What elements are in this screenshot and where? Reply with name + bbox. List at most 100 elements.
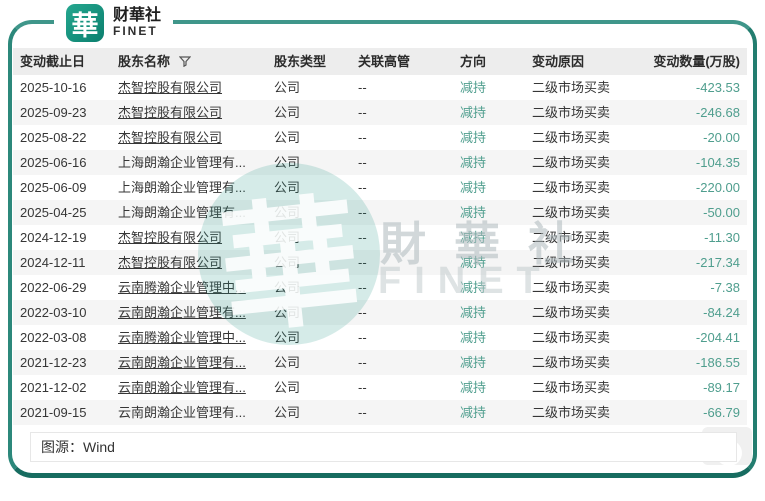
shareholder-name-link[interactable]: 杰智控股有限公司 [118, 105, 223, 120]
shareholder-name-link[interactable]: 云南朗瀚企业管理有... [118, 380, 246, 395]
cell-shareholder-name: 上海朗瀚企业管理有... [111, 200, 269, 225]
shareholder-name-link[interactable]: 杰智控股有限公司 [118, 255, 223, 270]
cell-change-quantity: -423.53 [695, 80, 740, 95]
cell-change-date: 2021-12-23 [20, 355, 87, 370]
shareholder-name-link[interactable]: 杰智控股有限公司 [118, 130, 223, 145]
cell-shareholder-name: 云南腾瀚企业管理中... [111, 275, 269, 300]
cell-shareholder-name: 上海朗瀚企业管理有... [111, 150, 269, 175]
cell-shareholder-name: 杰智控股有限公司 [111, 125, 269, 150]
cell-related-exec: -- [358, 405, 367, 420]
table-row: 2024-12-19 杰智控股有限公司 公司 -- 减持 二级市场买卖 -11.30 [13, 225, 747, 250]
cell-change-quantity: -20.00 [703, 130, 740, 145]
logo-glyph: 華 [71, 10, 99, 42]
header-shareholder-name: 股东名称 [111, 48, 269, 75]
cell-shareholder-name: 杰智控股有限公司 [111, 75, 269, 100]
cell-change-date: 2021-12-02 [20, 380, 87, 395]
cell-shareholder-name: 云南朗瀚企业管理有... [111, 350, 269, 375]
cell-change-reason: 二级市场买卖 [532, 305, 611, 320]
cell-shareholder-type: 公司 [274, 380, 301, 395]
cell-change-quantity: -50.00 [703, 205, 740, 220]
cell-direction: 减持 [460, 130, 487, 145]
cell-change-reason: 二级市场买卖 [532, 180, 611, 195]
shareholder-name-link: 上海朗瀚企业管理有... [118, 180, 246, 195]
cell-change-quantity: -89.17 [703, 380, 740, 395]
cell-direction: 减持 [460, 380, 487, 395]
brand-logo: 華 财華社 FINET [54, 0, 174, 46]
cell-shareholder-type: 公司 [274, 255, 301, 270]
cell-direction: 减持 [460, 230, 487, 245]
cell-direction: 减持 [460, 255, 487, 270]
cell-change-reason: 二级市场买卖 [532, 205, 611, 220]
cell-change-quantity: -7.38 [710, 280, 740, 295]
brand-name-cn: 财華社 [113, 6, 162, 24]
cell-direction: 减持 [460, 155, 487, 170]
table-body: 2025-10-16 杰智控股有限公司 公司 -- 减持 二级市场买卖 -423.53 202… [13, 75, 747, 425]
cell-shareholder-type: 公司 [274, 155, 301, 170]
table-row: 2021-09-15 云南朗瀚企业管理有... 公司 -- 减持 二级市场买卖 -66.79 [13, 400, 747, 425]
cell-related-exec: -- [358, 155, 367, 170]
header-change-date: 变动截止日 [20, 54, 86, 69]
cell-shareholder-name: 云南朗瀚企业管理有... [111, 300, 269, 325]
cell-change-quantity: -204.41 [695, 330, 740, 345]
cell-related-exec: -- [358, 80, 367, 95]
shareholder-name-link[interactable]: 云南腾瀚企业管理中... [118, 330, 246, 345]
cell-shareholder-type: 公司 [274, 105, 301, 120]
shareholder-name-link[interactable]: 云南朗瀚企业管理有... [118, 355, 246, 370]
shareholder-name-link[interactable]: 杰智控股有限公司 [118, 80, 223, 95]
cell-change-quantity: -220.00 [695, 180, 740, 195]
cell-related-exec: -- [358, 280, 367, 295]
cell-related-exec: -- [358, 255, 367, 270]
cell-direction: 减持 [460, 180, 487, 195]
cell-change-date: 2024-12-11 [20, 255, 86, 270]
cell-related-exec: -- [358, 230, 367, 245]
cell-related-exec: -- [358, 105, 367, 120]
source-value: Wind [83, 439, 115, 455]
cell-change-quantity: -84.24 [703, 305, 740, 320]
cell-direction: 减持 [460, 305, 487, 320]
table-row: 2025-06-16 上海朗瀚企业管理有... 公司 -- 减持 二级市场买卖 -104.3… [13, 150, 747, 175]
table-row: 2021-12-23 云南朗瀚企业管理有... 公司 -- 减持 二级市场买卖 -186.5… [13, 350, 747, 375]
image-source-bar: 图源：Wind [30, 432, 737, 462]
brand-name-en: FINET [113, 24, 158, 39]
cell-change-reason: 二级市场买卖 [532, 405, 611, 420]
cell-shareholder-type: 公司 [274, 330, 301, 345]
cell-change-reason: 二级市场买卖 [532, 380, 611, 395]
table-row: 2025-10-16 杰智控股有限公司 公司 -- 减持 二级市场买卖 -423.53 [13, 75, 747, 100]
shareholder-name-link: 上海朗瀚企业管理有... [118, 205, 246, 220]
cell-shareholder-type: 公司 [274, 280, 301, 295]
shareholder-name-link[interactable]: 杰智控股有限公司 [118, 230, 223, 245]
filter-icon[interactable] [178, 56, 191, 68]
cell-change-reason: 二级市场买卖 [532, 255, 611, 270]
table-row: 2022-03-08 云南腾瀚企业管理中... 公司 -- 减持 二级市场买卖 -204.4… [13, 325, 747, 350]
shareholder-name-link: 上海朗瀚企业管理有... [118, 155, 246, 170]
cell-change-reason: 二级市场买卖 [532, 105, 611, 120]
cell-related-exec: -- [358, 380, 367, 395]
cell-shareholder-type: 公司 [274, 355, 301, 370]
cell-change-date: 2025-06-09 [20, 180, 87, 195]
cell-change-quantity: -246.68 [695, 105, 740, 120]
cell-direction: 减持 [460, 330, 487, 345]
shareholder-name-link[interactable]: 云南朗瀚企业管理有... [118, 305, 246, 320]
cell-related-exec: -- [358, 130, 367, 145]
header-direction: 方向 [460, 54, 487, 69]
cell-change-quantity: -11.30 [704, 230, 740, 245]
table-header-row: 变动截止日 股东名称 股东类型 关联高管 方向 变动原因 变动数量(万股) [13, 48, 747, 75]
shareholder-name-link[interactable]: 云南腾瀚企业管理中... [118, 280, 246, 295]
table-row: 2021-12-02 云南朗瀚企业管理有... 公司 -- 减持 二级市场买卖 -89.17 [13, 375, 747, 400]
cell-shareholder-name: 云南朗瀚企业管理有... [111, 400, 269, 425]
cell-change-reason: 二级市场买卖 [532, 355, 611, 370]
cell-related-exec: -- [358, 180, 367, 195]
table-row: 2025-06-09 上海朗瀚企业管理有... 公司 -- 减持 二级市场买卖 -220.0… [13, 175, 747, 200]
cell-change-reason: 二级市场买卖 [532, 330, 611, 345]
cell-shareholder-name: 杰智控股有限公司 [111, 225, 269, 250]
cell-related-exec: -- [358, 205, 367, 220]
cell-change-reason: 二级市场买卖 [532, 130, 611, 145]
header-change-reason: 变动原因 [532, 54, 585, 69]
shareholder-name-link: 云南朗瀚企业管理有... [118, 405, 246, 420]
cell-direction: 减持 [460, 405, 487, 420]
cell-change-date: 2021-09-15 [20, 405, 87, 420]
cell-related-exec: -- [358, 355, 367, 370]
cell-direction: 减持 [460, 355, 487, 370]
cell-shareholder-type: 公司 [274, 230, 301, 245]
